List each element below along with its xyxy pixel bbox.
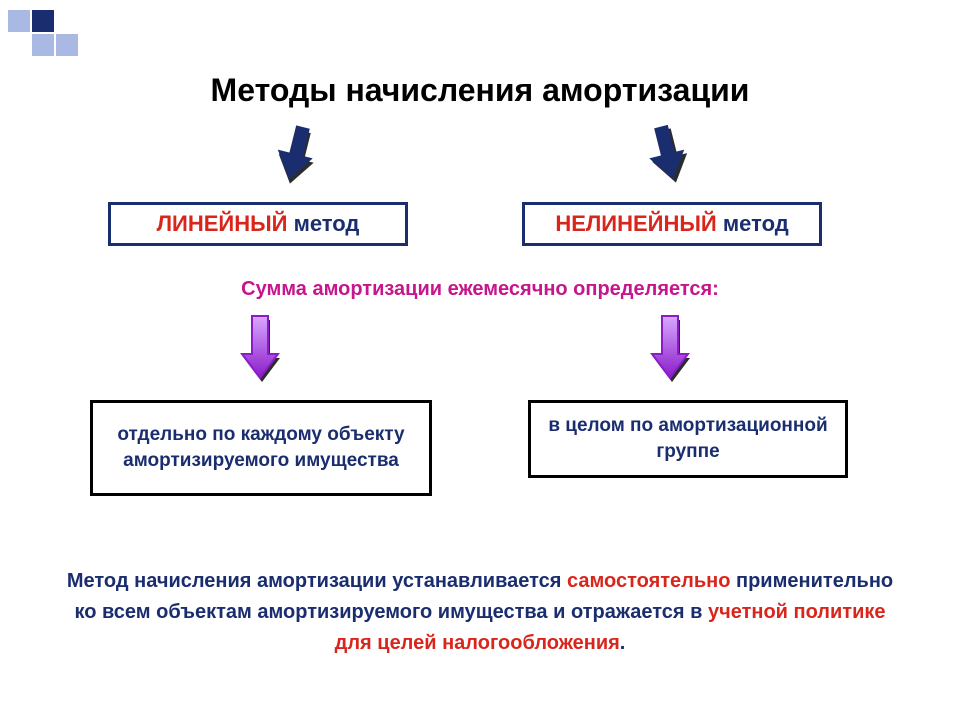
deco-square [56,34,78,56]
linear-description-box: отдельно по каждому объекту амортизируем… [90,400,432,496]
arrow-to-linear [273,126,317,184]
deco-square [8,10,30,32]
arrow-to-left-desc [240,316,280,384]
arrow-to-nonlinear [645,126,689,184]
deco-square [32,34,54,56]
linear-rest: метод [287,211,359,236]
nonlinear-rest: метод [717,211,789,236]
footer-segment: самостоятельно [567,570,730,592]
arrow-to-right-desc [650,316,690,384]
subtitle: Сумма амортизации ежемесячно определяетс… [0,278,960,301]
nonlinear-accent: НЕЛИНЕЙНЫЙ [555,211,716,236]
footer-note: Метод начисления амортизации устанавлива… [60,566,900,659]
linear-method-box: ЛИНЕЙНЫЙ метод [108,202,408,246]
nonlinear-description-box: в целом по амортизационной группе [528,400,848,478]
nonlinear-method-box: НЕЛИНЕЙНЫЙ метод [522,202,822,246]
diagram-title: Методы начисления амортизации [0,72,960,109]
footer-segment: Метод начисления амортизации устанавлива… [67,570,567,592]
deco-square [32,10,54,32]
footer-segment: . [620,632,626,654]
linear-accent: ЛИНЕЙНЫЙ [157,211,288,236]
